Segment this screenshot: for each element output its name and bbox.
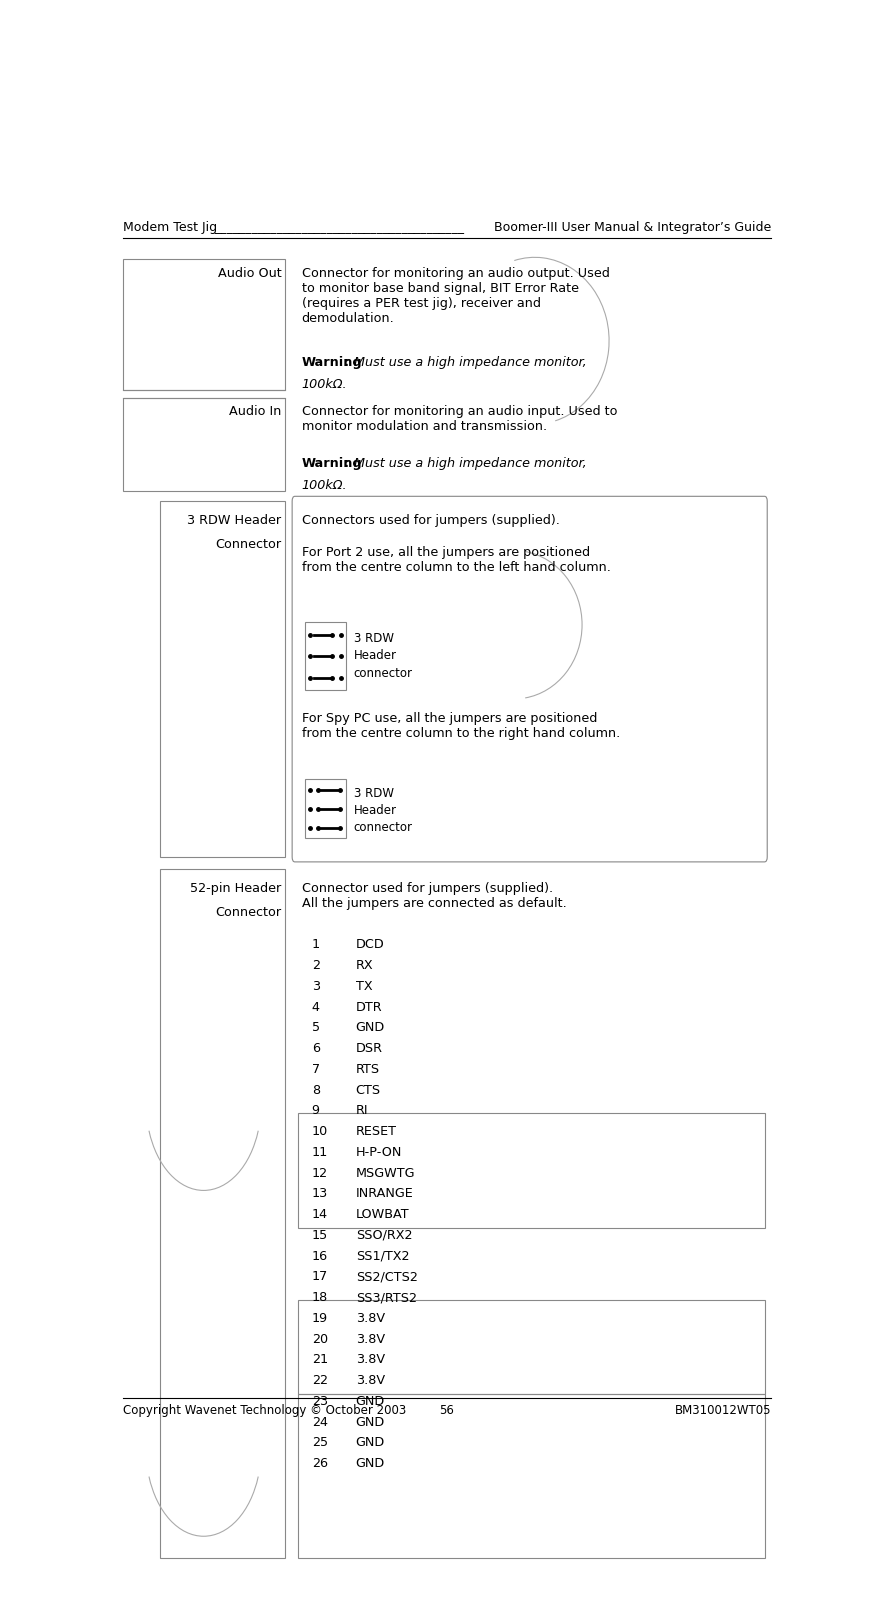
Text: 6: 6 <box>312 1043 320 1055</box>
Text: 3: 3 <box>312 980 320 993</box>
Text: 18: 18 <box>312 1291 328 1304</box>
Text: 7: 7 <box>312 1063 320 1076</box>
Text: GND: GND <box>356 1395 385 1408</box>
Text: Header: Header <box>354 804 397 816</box>
Text: H-P-ON: H-P-ON <box>356 1145 402 1160</box>
Text: RI: RI <box>356 1105 368 1118</box>
Text: 52-pin Header: 52-pin Header <box>190 882 282 895</box>
Text: Connector for monitoring an audio input. Used to
monitor modulation and transmis: Connector for monitoring an audio input.… <box>302 404 617 433</box>
Text: 100kΩ.: 100kΩ. <box>302 480 347 492</box>
Text: 1: 1 <box>312 938 320 951</box>
Text: GND: GND <box>356 1437 385 1450</box>
Text: Audio In: Audio In <box>229 404 282 419</box>
Text: GND: GND <box>356 1456 385 1471</box>
Text: 25: 25 <box>312 1437 328 1450</box>
Text: 24: 24 <box>312 1416 328 1429</box>
Text: SS2/CTS2: SS2/CTS2 <box>356 1270 418 1283</box>
Text: RX: RX <box>356 959 373 972</box>
Text: 4: 4 <box>312 1001 320 1014</box>
Text: 26: 26 <box>312 1456 328 1471</box>
Text: BM310012WT05: BM310012WT05 <box>675 1404 771 1416</box>
Text: 3 RDW: 3 RDW <box>354 632 393 645</box>
Text: connector: connector <box>354 821 412 834</box>
Text: Must use a high impedance monitor,: Must use a high impedance monitor, <box>351 356 587 369</box>
Text: TX: TX <box>356 980 372 993</box>
Text: 56: 56 <box>439 1404 454 1416</box>
Text: 19: 19 <box>312 1312 328 1325</box>
Text: 3.8V: 3.8V <box>356 1375 385 1387</box>
Text: 9: 9 <box>312 1105 320 1118</box>
Text: 3.8V: 3.8V <box>356 1333 385 1346</box>
Text: ________________________________________: ________________________________________ <box>214 221 464 234</box>
Text: Copyright Wavenet Technology © October 2003: Copyright Wavenet Technology © October 2… <box>122 1404 405 1416</box>
Text: CTS: CTS <box>356 1084 381 1097</box>
Text: 15: 15 <box>312 1229 328 1241</box>
Text: DTR: DTR <box>356 1001 382 1014</box>
Text: Audio Out: Audio Out <box>218 266 282 279</box>
Text: SS1/TX2: SS1/TX2 <box>356 1250 409 1262</box>
Text: RTS: RTS <box>356 1063 380 1076</box>
Text: GND: GND <box>356 1416 385 1429</box>
Text: Warning: Warning <box>302 457 362 470</box>
Text: connector: connector <box>354 667 412 680</box>
Text: LOWBAT: LOWBAT <box>356 1208 409 1221</box>
Text: Modem Test Jig: Modem Test Jig <box>122 221 216 234</box>
Text: 20: 20 <box>312 1333 328 1346</box>
Text: SSO/RX2: SSO/RX2 <box>356 1229 412 1241</box>
Text: Connector used for jumpers (supplied).
All the jumpers are connected as default.: Connector used for jumpers (supplied). A… <box>302 882 566 909</box>
Text: 22: 22 <box>312 1375 328 1387</box>
Text: 5: 5 <box>312 1022 320 1035</box>
Text: RESET: RESET <box>356 1126 397 1139</box>
Text: 10: 10 <box>312 1126 328 1139</box>
Text: 3.8V: 3.8V <box>356 1312 385 1325</box>
Text: 16: 16 <box>312 1250 328 1262</box>
Text: Connector: Connector <box>215 906 282 919</box>
Text: 14: 14 <box>312 1208 328 1221</box>
Text: Connectors used for jumpers (supplied).: Connectors used for jumpers (supplied). <box>302 513 560 526</box>
Text: 12: 12 <box>312 1166 328 1179</box>
Text: DCD: DCD <box>356 938 385 951</box>
Text: 100kΩ.: 100kΩ. <box>302 379 347 391</box>
Text: Header: Header <box>354 650 397 662</box>
Text: MSGWTG: MSGWTG <box>356 1166 415 1179</box>
Text: :: : <box>344 457 349 470</box>
Text: For Spy PC use, all the jumpers are positioned
from the centre column to the rig: For Spy PC use, all the jumpers are posi… <box>302 712 620 741</box>
Text: 2: 2 <box>312 959 320 972</box>
Text: 8: 8 <box>312 1084 320 1097</box>
Text: Boomer-III User Manual & Integrator’s Guide: Boomer-III User Manual & Integrator’s Gu… <box>494 221 771 234</box>
Text: :: : <box>344 356 349 369</box>
Text: 3 RDW Header: 3 RDW Header <box>187 513 282 526</box>
Text: 17: 17 <box>312 1270 328 1283</box>
Text: 3.8V: 3.8V <box>356 1354 385 1367</box>
Text: SS3/RTS2: SS3/RTS2 <box>356 1291 417 1304</box>
Text: 23: 23 <box>312 1395 328 1408</box>
Text: Warning: Warning <box>302 356 362 369</box>
Text: 11: 11 <box>312 1145 328 1160</box>
Text: Must use a high impedance monitor,: Must use a high impedance monitor, <box>351 457 587 470</box>
Text: GND: GND <box>356 1022 385 1035</box>
Text: DSR: DSR <box>356 1043 383 1055</box>
Text: Connector: Connector <box>215 539 282 552</box>
Text: 21: 21 <box>312 1354 328 1367</box>
Text: For Port 2 use, all the jumpers are positioned
from the centre column to the lef: For Port 2 use, all the jumpers are posi… <box>302 545 610 574</box>
Text: Connector for monitoring an audio output. Used
to monitor base band signal, BIT : Connector for monitoring an audio output… <box>302 266 610 324</box>
Text: 3 RDW: 3 RDW <box>354 786 393 799</box>
Text: 13: 13 <box>312 1187 328 1200</box>
Text: INRANGE: INRANGE <box>356 1187 413 1200</box>
